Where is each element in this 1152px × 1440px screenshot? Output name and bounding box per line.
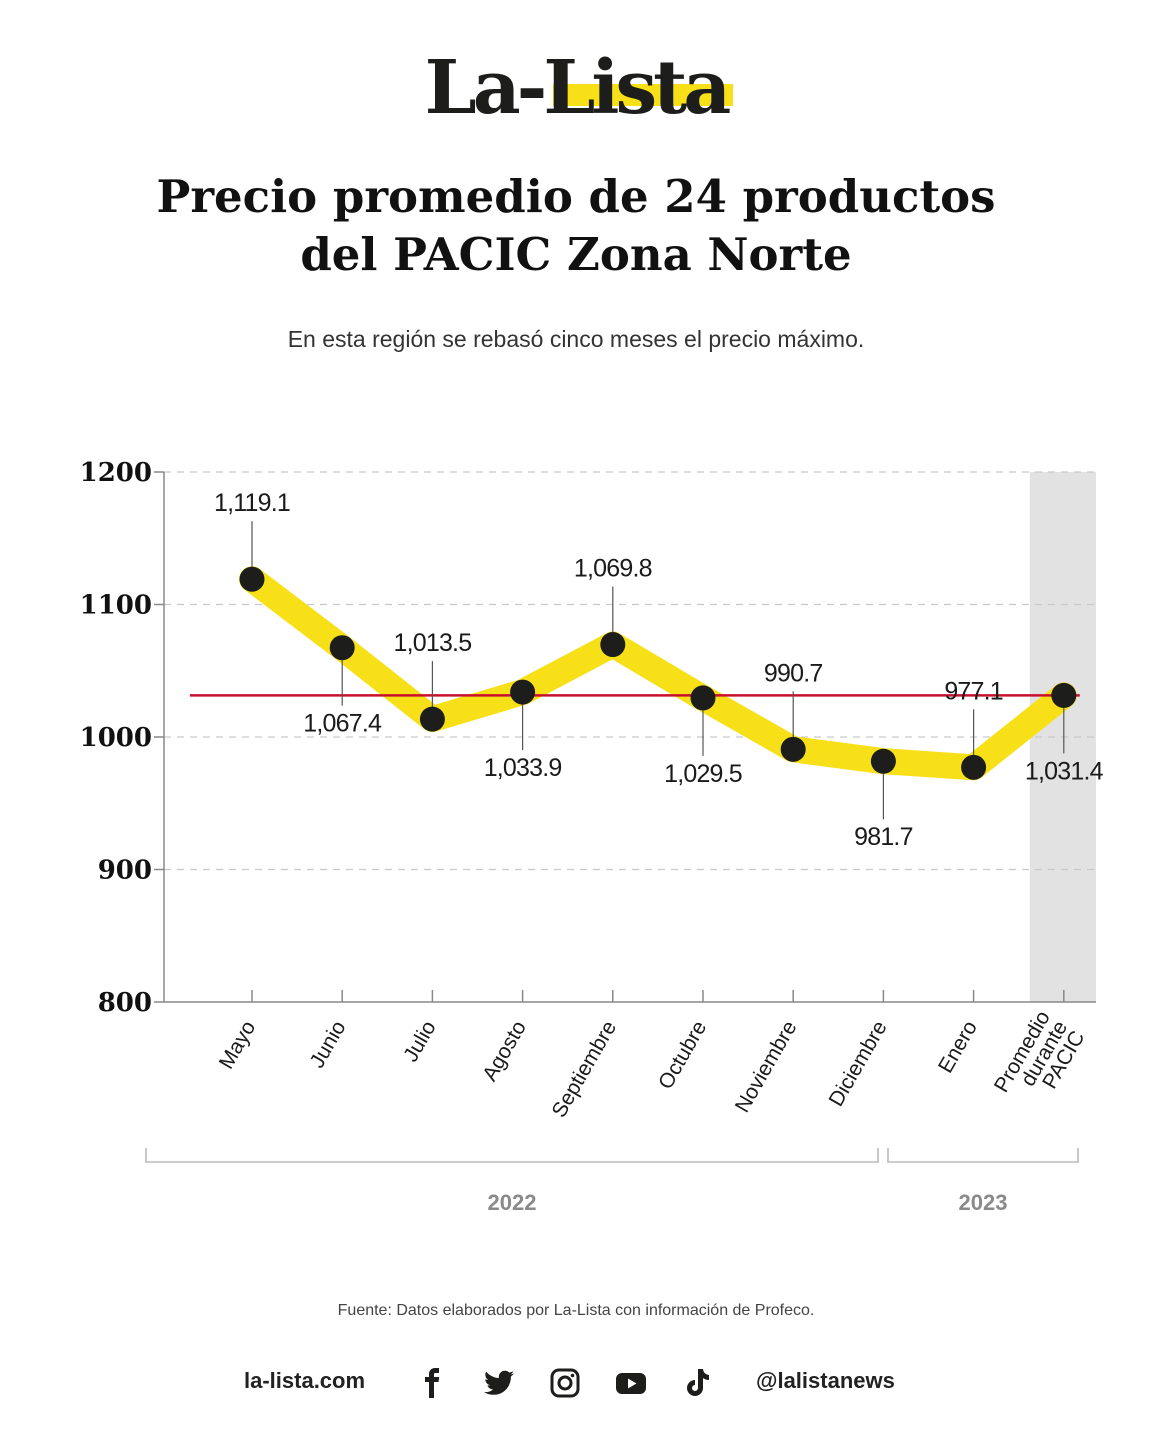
category-label: Noviembre bbox=[731, 1017, 802, 1116]
y-tick-label: 1200 bbox=[80, 458, 152, 488]
data-point bbox=[780, 736, 806, 762]
social-handle[interactable]: @lalistanews bbox=[756, 1368, 895, 1393]
twitter-icon[interactable] bbox=[482, 1366, 516, 1400]
page-title: Precio promedio de 24 productos del PACI… bbox=[0, 168, 1152, 284]
year-bracket bbox=[145, 1148, 879, 1163]
data-label: 1,013.5 bbox=[393, 629, 471, 657]
data-point bbox=[510, 679, 536, 705]
subtitle: En esta región se rebasó cinco meses el … bbox=[287, 326, 865, 352]
data-label: 1,067.4 bbox=[303, 710, 382, 738]
title-line-2: del PACIC Zona Norte bbox=[300, 228, 852, 281]
category-label: Agosto bbox=[478, 1017, 531, 1085]
logo-highlight bbox=[552, 84, 734, 106]
category-label: Octubre bbox=[654, 1017, 711, 1093]
category-label: Diciembre bbox=[825, 1017, 892, 1110]
data-point bbox=[239, 566, 265, 592]
data-label: 977.1 bbox=[944, 677, 1003, 705]
youtube-icon[interactable] bbox=[614, 1366, 648, 1400]
data-point bbox=[870, 748, 896, 774]
data-point bbox=[329, 635, 355, 661]
data-point bbox=[690, 685, 716, 711]
category-label: Enero bbox=[934, 1017, 982, 1077]
data-label: 981.7 bbox=[854, 823, 913, 851]
y-tick-label: 1000 bbox=[80, 723, 152, 753]
year-bracket bbox=[887, 1148, 1079, 1163]
title-line-1: Precio promedio de 24 productos bbox=[156, 170, 996, 223]
y-tick-label: 800 bbox=[98, 988, 152, 1018]
website-link[interactable]: la-lista.com bbox=[244, 1368, 366, 1393]
logo-text: La-Lista bbox=[424, 45, 732, 131]
line-chart: 800 900 1000 1100 1200 1,119.1 1,067.4 1,013.5… bbox=[80, 458, 1105, 1215]
category-label: Julio bbox=[399, 1017, 441, 1066]
facebook-icon[interactable] bbox=[416, 1366, 450, 1400]
logo: La-Lista bbox=[0, 48, 1152, 128]
series-line bbox=[239, 566, 1077, 781]
data-label: 1,031.4 bbox=[1025, 757, 1104, 785]
data-label: 1,069.8 bbox=[574, 555, 652, 583]
data-label: 990.7 bbox=[764, 659, 823, 687]
year-label: 2023 bbox=[959, 1190, 1008, 1215]
source-note: Fuente: Datos elaborados por La-Lista co… bbox=[337, 1302, 815, 1319]
year-label: 2022 bbox=[488, 1190, 537, 1215]
category-label: Mayo bbox=[215, 1017, 261, 1073]
data-label: 1,119.1 bbox=[214, 489, 290, 517]
tiktok-icon[interactable] bbox=[680, 1366, 714, 1400]
data-point bbox=[961, 754, 987, 780]
data-label: 1,029.5 bbox=[664, 760, 742, 788]
footer: la-lista.com @lalistanews bbox=[0, 1362, 1152, 1406]
data-point bbox=[419, 706, 445, 732]
y-tick-label: 900 bbox=[98, 856, 152, 886]
instagram-icon[interactable] bbox=[548, 1366, 582, 1400]
y-tick-label: 1100 bbox=[80, 591, 152, 621]
category-label: Septiembre bbox=[548, 1017, 622, 1122]
category-label: Junio bbox=[306, 1017, 351, 1072]
category-label: PromediodurantePACIC bbox=[990, 1007, 1090, 1116]
data-point bbox=[1051, 682, 1077, 708]
data-label: 1,033.9 bbox=[484, 754, 562, 782]
data-point bbox=[600, 632, 626, 658]
